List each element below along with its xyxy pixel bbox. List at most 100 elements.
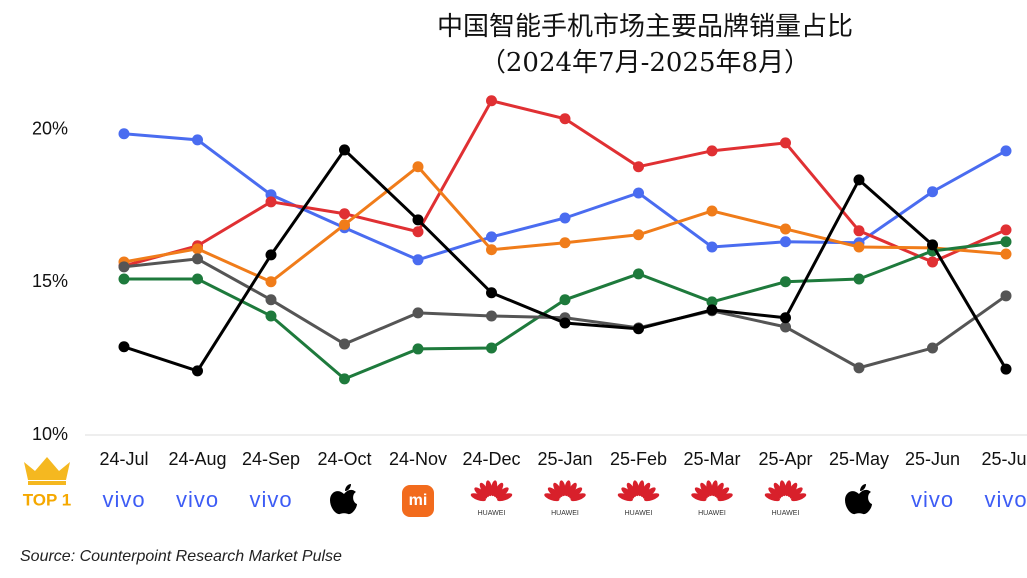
data-point xyxy=(706,241,718,253)
data-point xyxy=(780,223,791,235)
huawei-petal xyxy=(479,482,490,497)
brand-logo: HUAWEI xyxy=(764,480,807,517)
huawei-petal xyxy=(570,493,586,502)
data-point xyxy=(192,273,203,285)
data-point xyxy=(780,137,791,149)
data-point xyxy=(265,249,277,261)
data-point xyxy=(412,254,424,266)
apple-icon xyxy=(330,484,357,515)
data-point xyxy=(339,208,350,220)
huawei-petal xyxy=(642,487,656,499)
huawei-petal xyxy=(495,487,509,499)
data-point xyxy=(706,296,718,308)
data-point xyxy=(706,304,718,316)
brand-logo: vivo xyxy=(911,487,954,512)
huawei-petal xyxy=(773,482,784,497)
brand-logo: HUAWEI xyxy=(470,480,513,517)
brand-logo xyxy=(402,485,434,517)
huawei-petal xyxy=(791,493,807,502)
huawei-petal xyxy=(470,493,486,502)
data-point xyxy=(853,273,865,285)
data-point xyxy=(633,229,644,241)
data-point xyxy=(192,253,203,265)
huawei-petal xyxy=(764,493,780,502)
data-point xyxy=(633,268,644,280)
huawei-petal xyxy=(493,482,504,497)
data-point xyxy=(559,113,571,125)
huawei-petal xyxy=(691,493,707,502)
huawei-petal xyxy=(559,480,566,497)
brand-logo: vivo xyxy=(984,487,1027,512)
data-point xyxy=(118,341,130,353)
x-tick-label: 24-Sep xyxy=(242,449,300,469)
data-point xyxy=(633,161,644,173)
y-tick-label: 15% xyxy=(32,271,68,291)
data-point xyxy=(192,134,203,146)
data-point xyxy=(1000,248,1012,260)
data-point xyxy=(339,373,350,385)
huawei-petal xyxy=(779,480,787,497)
data-point xyxy=(853,225,865,237)
data-point xyxy=(486,342,497,354)
huawei-petal xyxy=(694,487,708,499)
data-point xyxy=(339,219,350,231)
data-point xyxy=(1000,363,1012,375)
data-point xyxy=(486,244,497,256)
brand-logo: HUAWEI xyxy=(691,480,733,517)
data-point xyxy=(1000,236,1012,248)
x-tick-label: 24-Aug xyxy=(168,449,226,469)
apple-icon xyxy=(845,484,872,515)
data-point xyxy=(780,321,791,333)
data-point xyxy=(118,261,130,273)
data-point xyxy=(1000,145,1012,157)
huawei-petal xyxy=(567,482,577,497)
data-point xyxy=(486,310,497,322)
data-point xyxy=(1000,224,1012,236)
brand-logo: vivo xyxy=(249,487,292,512)
data-point xyxy=(412,161,424,173)
data-point xyxy=(559,317,571,329)
data-point xyxy=(780,236,791,248)
chart-subtitle: （2024年7月-2025年8月） xyxy=(480,48,810,78)
huawei-petal xyxy=(700,482,710,497)
huawei-petal xyxy=(644,493,660,502)
data-point xyxy=(412,343,424,355)
huawei-petal xyxy=(626,482,637,497)
brand-label: HUAWEI xyxy=(478,510,506,517)
x-tick-label: 25-Feb xyxy=(610,449,667,469)
huawei-petal xyxy=(621,487,635,499)
data-point xyxy=(633,323,644,335)
data-point xyxy=(780,276,791,288)
huawei-petal xyxy=(789,487,803,499)
x-tick-label: 24-Nov xyxy=(389,449,447,469)
data-point xyxy=(559,212,571,224)
x-tick-label: 25-May xyxy=(829,449,889,469)
data-point xyxy=(633,187,644,199)
data-point xyxy=(927,239,938,251)
data-point xyxy=(853,241,865,253)
x-tick-label: 24-Oct xyxy=(317,449,371,469)
data-point xyxy=(780,312,791,324)
crown-icon xyxy=(24,457,70,485)
huawei-petal xyxy=(497,493,513,502)
brand-logo: vivo xyxy=(176,487,219,512)
data-point xyxy=(853,174,865,186)
huawei-petal xyxy=(547,487,561,499)
data-point xyxy=(265,276,277,288)
data-point xyxy=(486,95,497,107)
brand-label: HUAWEI xyxy=(698,510,726,517)
x-tick-label: 25-Jan xyxy=(537,449,592,469)
huawei-petal xyxy=(714,482,724,497)
huawei-petal xyxy=(716,487,730,499)
data-point xyxy=(486,231,497,243)
brand-logo: vivo xyxy=(102,487,145,512)
data-point xyxy=(118,128,130,140)
data-point xyxy=(339,338,350,350)
huawei-petal xyxy=(640,482,651,497)
huawei-petal xyxy=(706,480,713,497)
data-point xyxy=(1000,290,1012,302)
data-point xyxy=(927,186,938,198)
source-note: Source: Counterpoint Research Market Pul… xyxy=(20,548,342,565)
data-point xyxy=(412,307,424,319)
